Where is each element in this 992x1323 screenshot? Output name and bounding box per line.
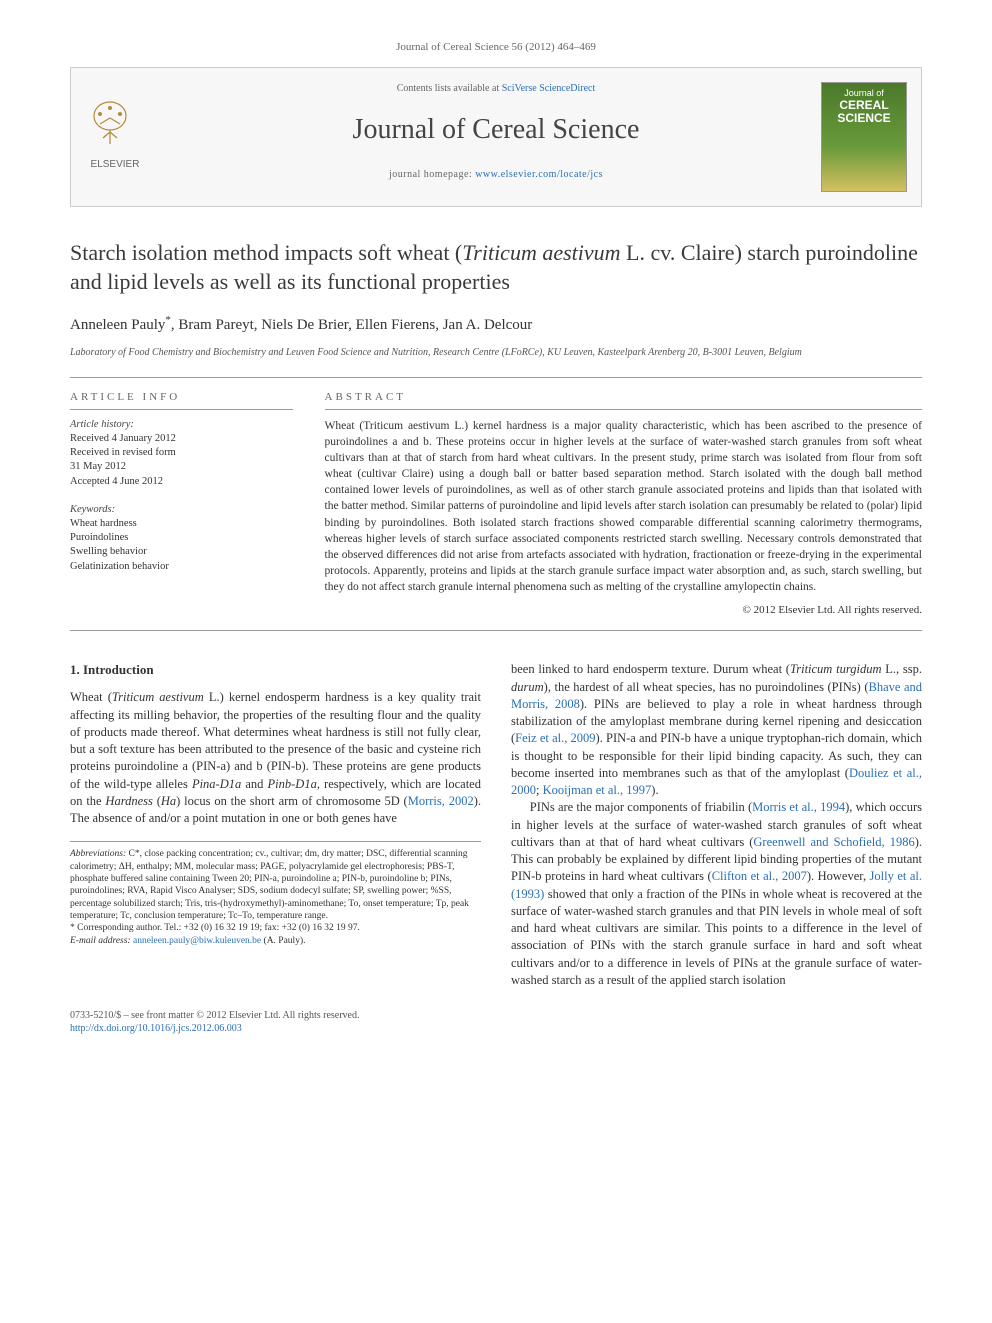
section-heading-intro: 1. Introduction bbox=[70, 661, 481, 679]
cite-clifton-2007[interactable]: Clifton et al., 2007 bbox=[712, 869, 807, 883]
p1-it1: Triticum aestivum bbox=[112, 690, 204, 704]
p1a: Wheat ( bbox=[70, 690, 112, 704]
publisher-label: ELSEVIER bbox=[85, 158, 145, 172]
revised-date: 31 May 2012 bbox=[70, 460, 293, 474]
footnotes-block: Abbreviations: C*, close packing concent… bbox=[70, 841, 481, 947]
p2-it1: Triticum turgidum bbox=[790, 662, 882, 676]
title-species-italic: Triticum aestivum bbox=[462, 240, 620, 265]
email-suffix: (A. Pauly). bbox=[261, 936, 305, 946]
p1-it3: Pinb-D1a bbox=[268, 777, 317, 791]
article-info-label: article info bbox=[70, 390, 293, 410]
contents-prefix: Contents lists available at bbox=[397, 83, 502, 94]
journal-cover-thumbnail: Journal of CEREAL SCIENCE bbox=[821, 82, 907, 192]
p2c: ), the hardest of all wheat species, has… bbox=[544, 680, 869, 694]
keyword-1: Wheat hardness bbox=[70, 517, 293, 531]
article-body: 1. Introduction Wheat (Triticum aestivum… bbox=[70, 661, 922, 989]
article-info-column: article info Article history: Received 4… bbox=[70, 378, 309, 631]
keywords-block: Keywords: Wheat hardness Puroindolines S… bbox=[70, 503, 293, 574]
corresponding-author-footnote: * Corresponding author. Tel.: +32 (0) 16… bbox=[70, 922, 481, 934]
p3e: showed that only a fraction of the PINs … bbox=[511, 887, 922, 987]
abbrev-header: Abbreviations: bbox=[70, 849, 126, 859]
page-footer: 0733-5210/$ – see front matter © 2012 El… bbox=[70, 1009, 922, 1035]
email-link[interactable]: anneleen.pauly@biw.kuleuven.be bbox=[131, 936, 262, 946]
p2f: ; bbox=[536, 783, 543, 797]
doi-link[interactable]: http://dx.doi.org/10.1016/j.jcs.2012.06.… bbox=[70, 1022, 922, 1035]
journal-name: Journal of Cereal Science bbox=[89, 110, 903, 149]
cite-kooijman-1997[interactable]: Kooijman et al., 1997 bbox=[543, 783, 652, 797]
cite-greenwell-1986[interactable]: Greenwell and Schofield, 1986 bbox=[753, 835, 914, 849]
p2b: L., ssp. bbox=[881, 662, 922, 676]
accepted-date: Accepted 4 June 2012 bbox=[70, 475, 293, 489]
abstract-text: Wheat (Triticum aestivum L.) kernel hard… bbox=[325, 418, 922, 595]
received-date: Received 4 January 2012 bbox=[70, 432, 293, 446]
header-citation: Journal of Cereal Science 56 (2012) 464–… bbox=[70, 40, 922, 55]
p1-it2: Pina-D1a bbox=[192, 777, 241, 791]
intro-paragraph-3: PINs are the major components of friabil… bbox=[511, 799, 922, 989]
p3d: ). However, bbox=[807, 869, 870, 883]
email-footnote: E-mail address: anneleen.pauly@biw.kuleu… bbox=[70, 935, 481, 947]
contents-available-line: Contents lists available at SciVerse Sci… bbox=[89, 82, 903, 96]
abstract-label: abstract bbox=[325, 390, 922, 410]
p1f: ) locus on the short arm of chromosome 5… bbox=[176, 794, 408, 808]
article-title: Starch isolation method impacts soft whe… bbox=[70, 239, 922, 296]
email-label: E-mail address: bbox=[70, 936, 131, 946]
elsevier-logo: ELSEVIER bbox=[85, 98, 145, 168]
intro-paragraph-1: Wheat (Triticum aestivum L.) kernel endo… bbox=[70, 689, 481, 827]
author-1: Anneleen Pauly bbox=[70, 317, 165, 333]
sciencedirect-link[interactable]: SciVerse ScienceDirect bbox=[502, 83, 596, 94]
title-part-1: Starch isolation method impacts soft whe… bbox=[70, 240, 462, 265]
cover-line3: SCIENCE bbox=[837, 112, 890, 125]
affiliation: Laboratory of Food Chemistry and Biochem… bbox=[70, 346, 922, 359]
homepage-line: journal homepage: www.elsevier.com/locat… bbox=[89, 168, 903, 182]
front-matter-line: 0733-5210/$ – see front matter © 2012 El… bbox=[70, 1009, 922, 1022]
p2a: been linked to hard endosperm texture. D… bbox=[511, 662, 790, 676]
p1b: L.) kernel endosperm hardness is a key q… bbox=[70, 690, 481, 790]
cite-morris-1994[interactable]: Morris et al., 1994 bbox=[752, 800, 845, 814]
p1c: and bbox=[241, 777, 267, 791]
intro-paragraph-2: been linked to hard endosperm texture. D… bbox=[511, 661, 922, 799]
p3a: PINs are the major components of friabil… bbox=[530, 800, 752, 814]
info-abstract-row: article info Article history: Received 4… bbox=[70, 377, 922, 632]
keyword-2: Puroindolines bbox=[70, 531, 293, 545]
keyword-4: Gelatinization behavior bbox=[70, 560, 293, 574]
p1-it4: Hardness bbox=[105, 794, 152, 808]
history-header: Article history: bbox=[70, 418, 293, 432]
keyword-3: Swelling behavior bbox=[70, 545, 293, 559]
cite-feiz-2009[interactable]: Feiz et al., 2009 bbox=[515, 731, 595, 745]
revised-label: Received in revised form bbox=[70, 446, 293, 460]
journal-masthead: ELSEVIER Contents lists available at Sci… bbox=[70, 67, 922, 207]
p2g: ). bbox=[651, 783, 658, 797]
homepage-url[interactable]: www.elsevier.com/locate/jcs bbox=[475, 169, 603, 180]
keywords-header: Keywords: bbox=[70, 503, 293, 517]
elsevier-tree-icon bbox=[85, 98, 135, 148]
p2-it2: durum bbox=[511, 680, 544, 694]
article-history-block: Article history: Received 4 January 2012… bbox=[70, 418, 293, 489]
p1e: ( bbox=[153, 794, 161, 808]
abstract-column: abstract Wheat (Triticum aestivum L.) ke… bbox=[309, 378, 922, 631]
homepage-prefix: journal homepage: bbox=[389, 169, 475, 180]
abbrev-text: C*, close packing concentration; cv., cu… bbox=[70, 849, 469, 921]
authors-rest: , Bram Pareyt, Niels De Brier, Ellen Fie… bbox=[171, 317, 532, 333]
p1-it5: Ha bbox=[161, 794, 176, 808]
author-list: Anneleen Pauly*, Bram Pareyt, Niels De B… bbox=[70, 313, 922, 336]
abbreviations-footnote: Abbreviations: C*, close packing concent… bbox=[70, 848, 481, 922]
cite-morris-2002[interactable]: Morris, 2002 bbox=[408, 794, 474, 808]
abstract-copyright: © 2012 Elsevier Ltd. All rights reserved… bbox=[325, 603, 922, 618]
